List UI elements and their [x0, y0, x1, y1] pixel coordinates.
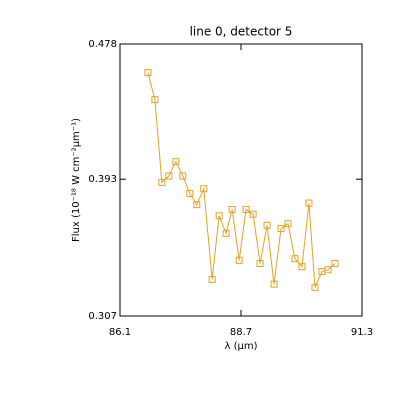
data-point — [158, 178, 166, 186]
data-point — [249, 210, 257, 218]
data-point — [311, 283, 319, 291]
x-tick-label: 91.3 — [351, 327, 373, 338]
plot-frame — [119, 43, 363, 317]
data-point — [242, 205, 250, 213]
y-tick-label: 0.478 — [88, 39, 117, 50]
data-point — [144, 69, 152, 77]
data-point — [165, 172, 173, 180]
data-point — [228, 205, 236, 213]
x-tick-label: 86.1 — [109, 327, 131, 338]
data-point — [277, 225, 285, 233]
data-point — [172, 158, 180, 166]
data-point — [270, 280, 278, 288]
data-point — [263, 221, 271, 229]
data-point — [256, 260, 264, 268]
data-point — [215, 212, 223, 220]
data-point — [208, 275, 216, 283]
data-line — [147, 72, 336, 288]
data-point — [193, 201, 201, 209]
data-point — [291, 255, 299, 263]
data-point — [186, 190, 194, 198]
data-point — [151, 96, 159, 104]
data-point — [200, 185, 208, 193]
data-point — [179, 172, 187, 180]
data-point — [305, 199, 313, 207]
y-tick-label: 0.307 — [88, 311, 117, 322]
y-axis-label: Flux (10⁻¹⁸ W cm⁻²μm⁻¹) — [71, 118, 82, 242]
data-point — [222, 229, 230, 237]
y-tick-label: 0.393 — [88, 174, 117, 185]
data-point — [298, 263, 306, 271]
data-point — [235, 256, 243, 264]
x-axis-label: λ (μm) — [224, 341, 257, 352]
data-point — [324, 266, 332, 274]
chart-title: line 0, detector 5 — [190, 25, 293, 39]
data-point — [331, 260, 339, 268]
x-tick-label: 88.7 — [230, 327, 252, 338]
data-point — [284, 220, 292, 228]
